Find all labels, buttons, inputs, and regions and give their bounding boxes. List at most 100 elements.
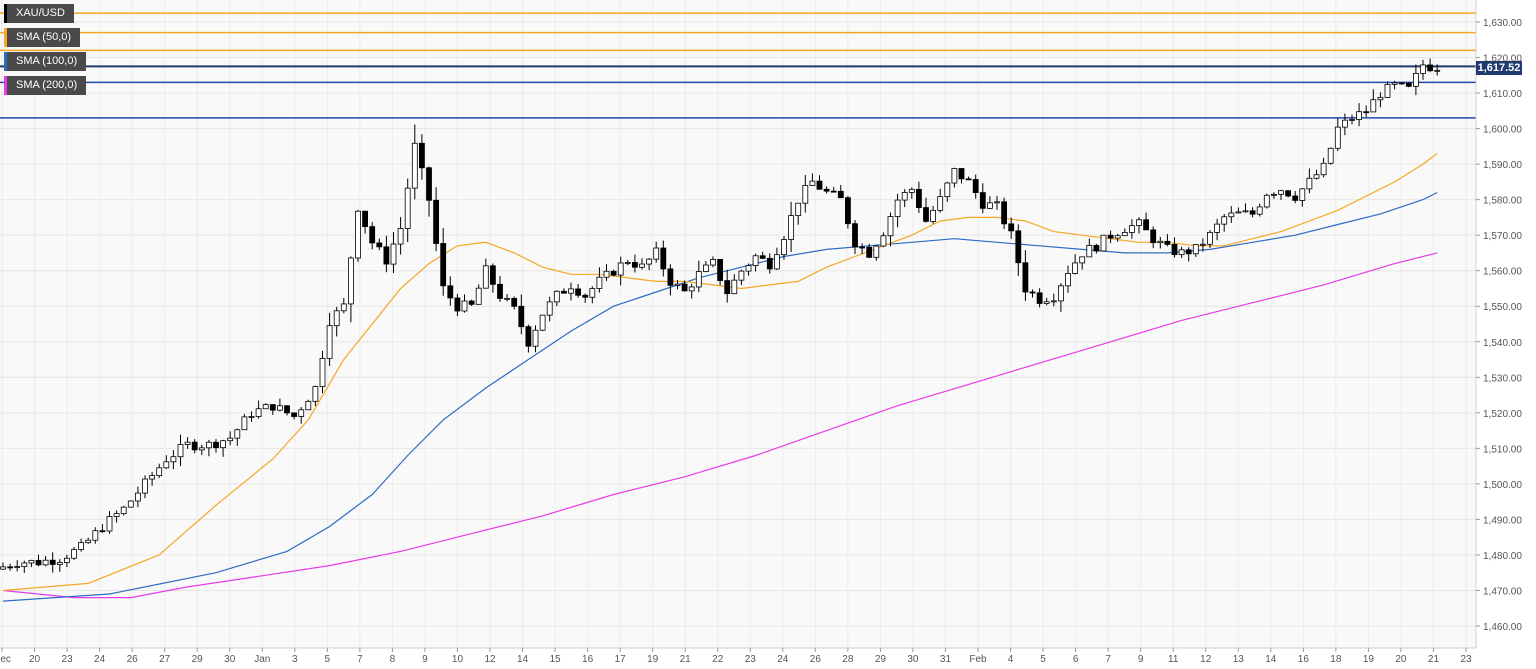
candle-body <box>1008 223 1015 232</box>
candle-body <box>930 209 936 222</box>
candle-body <box>497 283 503 299</box>
candle-body <box>660 247 667 270</box>
candle-body <box>489 265 496 285</box>
chart-legend: XAU/USD SMA (50,0) SMA (100,0) SMA (200,… <box>4 4 86 100</box>
candle-body <box>404 187 411 229</box>
candle-body <box>333 310 340 327</box>
x-tick-label: 18 <box>1330 654 1342 665</box>
candle-body <box>1221 216 1228 225</box>
candle-body <box>184 441 191 445</box>
x-tick-label: 12 <box>484 654 496 665</box>
candle-body <box>752 255 759 267</box>
x-tick-label: 30 <box>224 654 236 665</box>
candle-body <box>326 325 333 359</box>
candle-body <box>944 182 951 198</box>
x-tick-label: 12 <box>1200 654 1212 665</box>
candle-body <box>845 197 851 225</box>
legend-sma100-label: SMA (100,0) <box>16 55 78 67</box>
candle-body <box>156 467 163 477</box>
current-price-tag: 1,617.52 <box>1476 61 1522 75</box>
candle-body <box>568 288 574 294</box>
x-tick-label: 11 <box>1168 654 1179 665</box>
candle-body <box>816 180 823 190</box>
candle-body <box>1072 262 1078 274</box>
candle-body <box>1278 190 1284 195</box>
legend-sma100[interactable]: SMA (100,0) <box>4 52 86 71</box>
candle-body <box>774 254 780 270</box>
sma-200-layer <box>2 252 1438 599</box>
y-tick-label: 1,550.00 <box>1483 302 1522 313</box>
x-tick-label: 22 <box>712 654 724 665</box>
candle-body <box>703 264 709 272</box>
candle-body <box>376 242 383 248</box>
candle-body <box>1129 225 1135 233</box>
candle-body <box>241 416 248 431</box>
candle-body <box>255 408 262 417</box>
candle-body <box>1150 229 1157 244</box>
candle-body <box>397 228 404 245</box>
candle-body <box>837 190 844 199</box>
y-tick-label: 1,610.00 <box>1483 89 1522 100</box>
x-tick-label: 29 <box>875 654 887 665</box>
candle-body <box>781 239 787 256</box>
x-tick-label: Feb <box>969 654 987 665</box>
candle-body <box>440 243 447 287</box>
candle-body <box>369 226 376 244</box>
candle-body <box>177 444 184 458</box>
legend-symbol-label: XAU/USD <box>16 7 65 19</box>
y-tick-label: 1,590.00 <box>1483 160 1522 171</box>
candle-body <box>518 305 525 328</box>
candle-body <box>305 400 312 411</box>
x-tick-label: 29 <box>192 654 204 665</box>
legend-symbol[interactable]: XAU/USD <box>4 4 74 23</box>
candle-body <box>1015 230 1022 264</box>
x-tick-label: 13 <box>1233 654 1245 665</box>
candle-body <box>1100 234 1107 252</box>
candle-body <box>1001 201 1007 225</box>
candle-body <box>1285 190 1291 197</box>
candle-body <box>1164 240 1171 245</box>
candle-body <box>674 283 681 286</box>
candle-body <box>951 168 958 184</box>
candle-body <box>525 326 532 347</box>
candle-body <box>923 207 929 222</box>
sma-100-line <box>2 191 1438 602</box>
candle-body <box>695 271 702 288</box>
candle-body <box>142 478 148 494</box>
candle-layer <box>0 58 1441 573</box>
candle-body <box>972 179 979 193</box>
candle-body <box>127 500 134 508</box>
candle-body <box>163 461 170 469</box>
x-tick-label: 28 <box>842 654 854 665</box>
candle-body <box>1384 83 1391 98</box>
candle-body <box>582 294 589 298</box>
candle-body <box>7 566 13 569</box>
candle-body <box>475 287 482 305</box>
y-tick-label: 1,510.00 <box>1483 444 1522 455</box>
candle-body <box>134 492 141 502</box>
candle-body <box>71 549 77 559</box>
candle-body <box>426 167 432 201</box>
candle-body <box>596 276 603 289</box>
y-tick-label: 1,630.00 <box>1483 18 1522 29</box>
candle-body <box>64 557 70 563</box>
legend-sma200[interactable]: SMA (200,0) <box>4 76 86 95</box>
candle-body <box>312 386 319 402</box>
x-tick-label: 16 <box>1298 654 1310 665</box>
candle-body <box>482 265 489 289</box>
candle-body <box>262 404 269 410</box>
x-tick-label: Jan <box>254 654 270 665</box>
candle-body <box>92 530 99 541</box>
candle-body <box>724 280 731 295</box>
x-tick-label: 24 <box>94 654 106 665</box>
candle-body <box>1313 174 1320 179</box>
candle-body <box>390 243 397 265</box>
x-tick-label: 7 <box>357 654 363 665</box>
candle-body <box>1200 243 1206 246</box>
candle-body <box>298 409 305 417</box>
legend-sma50[interactable]: SMA (50,0) <box>4 28 80 47</box>
candle-body <box>688 286 695 292</box>
candle-body <box>1405 82 1412 87</box>
x-tick-label: 27 <box>159 654 171 665</box>
